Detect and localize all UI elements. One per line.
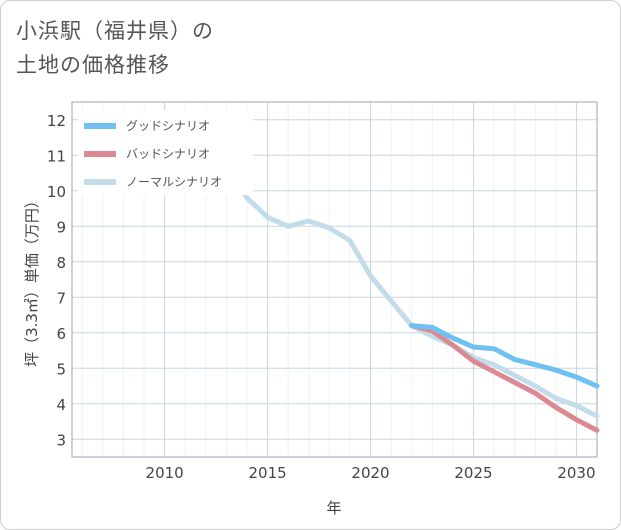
chart-title-line-2: 土地の価格推移	[16, 53, 170, 77]
x-tick-label: 2015	[248, 464, 286, 482]
legend-entry: ノーマルシナリオ	[126, 175, 222, 189]
x-tick-label: 2025	[454, 464, 492, 482]
series-line	[409, 323, 600, 389]
legend-entry: グッドシナリオ	[126, 119, 210, 133]
x-tick-label: 2020	[351, 464, 389, 482]
y-axis-label: 坪（3.3㎡）単価（万円）	[23, 193, 41, 367]
y-tick-label: 3	[56, 431, 66, 449]
x-axis-label: 年	[326, 499, 341, 517]
y-tick-label: 12	[47, 112, 66, 130]
series-line	[409, 323, 600, 433]
x-tick-label: 2010	[146, 464, 184, 482]
y-tick-label: 4	[56, 396, 66, 414]
x-tick-label: 2030	[557, 464, 595, 482]
plot-area-frame	[71, 101, 598, 458]
chart-title-line-1: 小浜駅（福井県）の	[16, 19, 214, 43]
y-tick-label: 7	[56, 289, 66, 307]
chart-title: 小浜駅（福井県）の 土地の価格推移	[16, 14, 214, 82]
legend-entry: バッドシナリオ	[126, 147, 210, 161]
y-tick-label: 8	[56, 254, 66, 272]
axis-ticks: 3 4 5 6 7 8 9 10 11 12 2010 2015 2020 2025 2030	[47, 112, 596, 482]
y-tick-label: 10	[47, 183, 66, 201]
y-tick-label: 11	[47, 147, 66, 165]
y-tick-label: 6	[56, 325, 66, 343]
y-tick-label: 5	[56, 360, 66, 378]
y-tick-label: 9	[56, 218, 66, 236]
